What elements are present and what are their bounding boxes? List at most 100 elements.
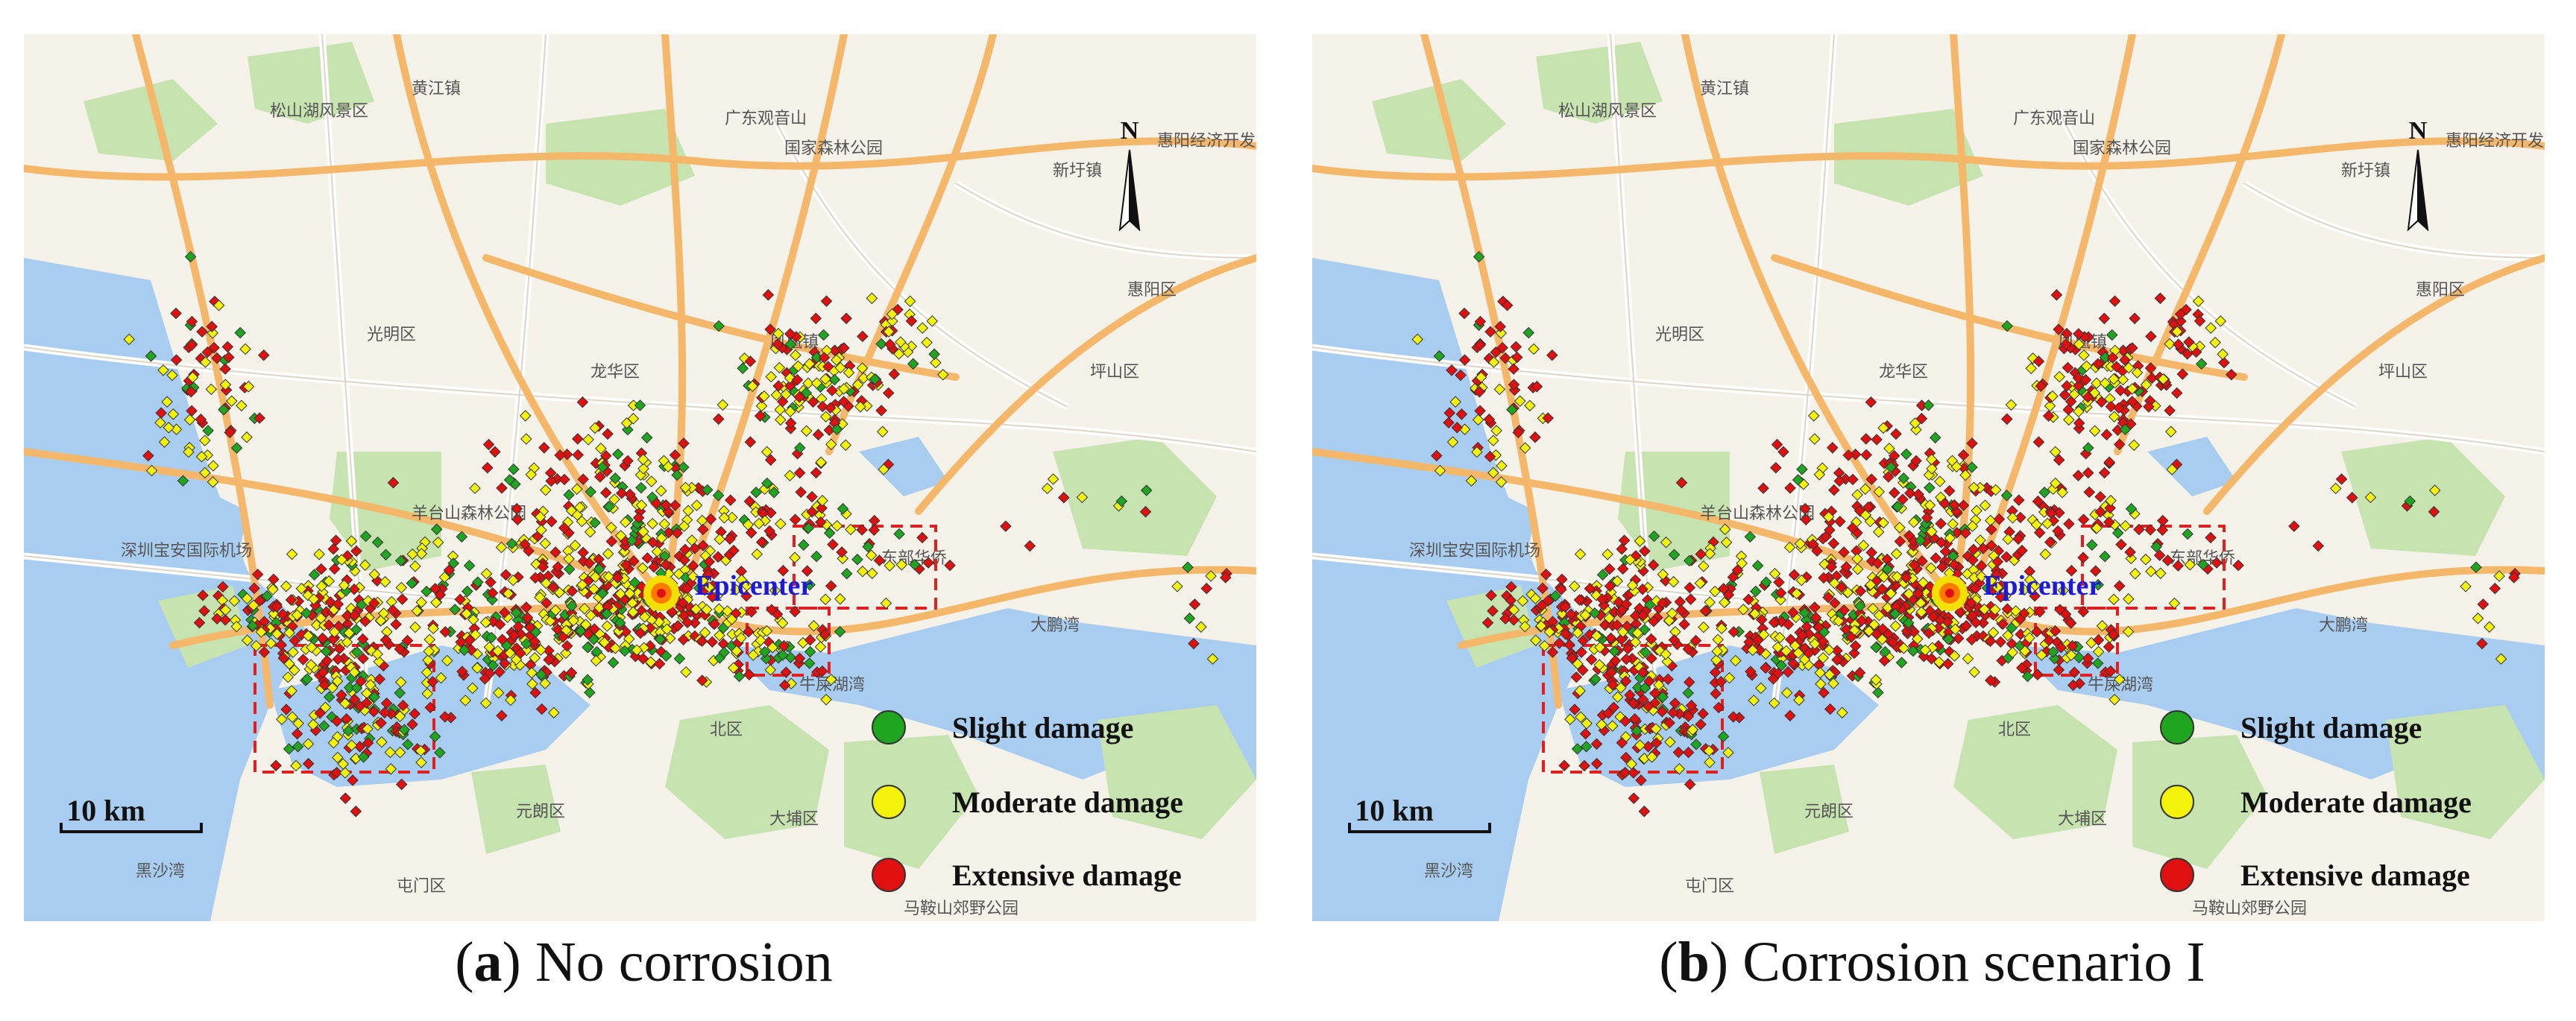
damage-point-extensive xyxy=(1915,399,1928,411)
damage-point-slight xyxy=(1900,448,1912,461)
damage-point-slight xyxy=(1942,633,1955,645)
damage-point-slight xyxy=(1115,495,1128,508)
damage-point-extensive xyxy=(1997,618,2009,630)
damage-point-extensive xyxy=(2183,336,2195,348)
damage-point-moderate xyxy=(775,414,787,426)
damage-point-moderate xyxy=(373,655,385,668)
damage-point-extensive xyxy=(1975,560,1988,572)
map-place-label: 黑沙湾 xyxy=(1424,862,1473,881)
damage-point-extensive xyxy=(678,437,690,449)
damage-point-extensive xyxy=(511,513,523,525)
damage-point-moderate xyxy=(2050,477,2062,490)
damage-point-extensive xyxy=(765,507,777,519)
damage-point-slight xyxy=(1473,250,1485,263)
damage-point-moderate xyxy=(1809,433,1821,445)
damage-point-extensive xyxy=(2077,551,2089,563)
damage-point-extensive xyxy=(1991,569,2003,581)
damage-point-moderate xyxy=(819,411,832,423)
damage-point-moderate xyxy=(1626,579,1639,592)
epicenter-core xyxy=(1945,589,1954,598)
damage-point-extensive xyxy=(545,475,557,487)
damage-point-moderate xyxy=(1908,516,1920,528)
damage-point-moderate xyxy=(819,373,831,385)
damage-point-moderate xyxy=(1434,464,1446,477)
map-place-label: 龙华区 xyxy=(591,363,640,382)
damage-point-extensive xyxy=(360,697,373,709)
damage-point-extensive xyxy=(549,546,561,558)
damage-point-moderate xyxy=(1919,644,1931,657)
damage-point-extensive xyxy=(1770,461,1782,474)
damage-point-moderate xyxy=(620,516,632,528)
damage-point-extensive xyxy=(2089,565,2102,577)
damage-point-moderate xyxy=(792,360,804,373)
damage-point-slight xyxy=(343,681,356,694)
damage-point-slight xyxy=(619,645,631,657)
damage-point-moderate xyxy=(2155,567,2167,580)
damage-point-extensive xyxy=(644,622,656,634)
damage-point-moderate xyxy=(2018,584,2030,596)
damage-point-moderate xyxy=(789,551,801,563)
damage-point-extensive xyxy=(434,589,447,601)
major-road xyxy=(132,34,274,709)
damage-point-extensive xyxy=(1784,633,1797,645)
damage-point-extensive xyxy=(1573,594,1586,606)
damage-point-extensive xyxy=(784,328,796,340)
damage-point-extensive xyxy=(1782,619,1795,630)
map-place-label: 大鹏湾 xyxy=(2319,616,2368,635)
damage-point-slight xyxy=(1914,534,1927,546)
damage-point-extensive xyxy=(2014,613,2027,625)
damage-point-moderate xyxy=(2105,494,2117,507)
damage-point-moderate xyxy=(1822,510,1835,523)
damage-point-moderate xyxy=(1968,666,1980,678)
damage-point-moderate xyxy=(1873,609,1886,622)
damage-point-extensive xyxy=(602,601,614,613)
damage-point-extensive xyxy=(2161,554,2174,566)
damage-point-extensive xyxy=(678,554,690,566)
damage-point-extensive xyxy=(1566,652,1578,664)
damage-point-moderate xyxy=(323,575,335,587)
damage-point-slight xyxy=(626,534,638,546)
damage-point-moderate xyxy=(207,460,219,472)
damage-point-extensive xyxy=(1840,561,1853,573)
damage-point-moderate xyxy=(287,646,299,658)
damage-point-extensive xyxy=(2049,625,2062,637)
damage-point-extensive xyxy=(277,652,290,664)
map-place-label: 新圩镇 xyxy=(2341,162,2390,180)
damage-point-moderate xyxy=(1968,563,1980,576)
map-place-label: 北区 xyxy=(1998,721,2031,739)
damage-point-moderate xyxy=(2184,559,2196,571)
damage-point-extensive xyxy=(1546,616,1559,628)
major-road xyxy=(1420,34,1562,709)
damage-point-slight xyxy=(1895,657,1908,668)
damage-point-moderate xyxy=(1736,557,1748,569)
north-arrow: N xyxy=(1118,117,1141,232)
north-arrow-right xyxy=(1129,149,1141,232)
damage-point-extensive xyxy=(508,629,520,642)
damage-point-moderate xyxy=(825,438,837,451)
damage-point-extensive xyxy=(486,587,499,599)
damage-point-extensive xyxy=(1782,666,1794,678)
damage-point-extensive xyxy=(341,610,353,622)
damage-point-slight xyxy=(2470,561,2482,573)
damage-point-moderate xyxy=(1975,570,1988,583)
damage-point-moderate xyxy=(1906,572,1918,584)
damage-point-extensive xyxy=(401,634,414,647)
damage-point-moderate xyxy=(1653,679,1665,691)
damage-point-extensive xyxy=(2083,486,2095,499)
damage-point-extensive xyxy=(1856,614,1868,627)
damage-point-moderate xyxy=(1669,626,1681,638)
damage-point-moderate xyxy=(2057,584,2070,596)
damage-point-moderate xyxy=(1519,442,1531,454)
damage-point-extensive xyxy=(1484,450,1496,463)
damage-point-extensive xyxy=(1985,674,1997,686)
damage-point-moderate xyxy=(1883,443,1895,455)
damage-point-extensive xyxy=(1684,581,1696,594)
damage-point-moderate xyxy=(725,613,738,625)
damage-point-extensive xyxy=(2067,679,2079,692)
damage-point-extensive xyxy=(1865,473,1877,485)
damage-point-extensive xyxy=(944,559,956,572)
damage-point-extensive xyxy=(1511,351,1523,364)
damage-point-moderate xyxy=(1794,537,1807,550)
damage-point-moderate xyxy=(1543,626,1556,638)
damage-point-moderate xyxy=(467,613,479,626)
